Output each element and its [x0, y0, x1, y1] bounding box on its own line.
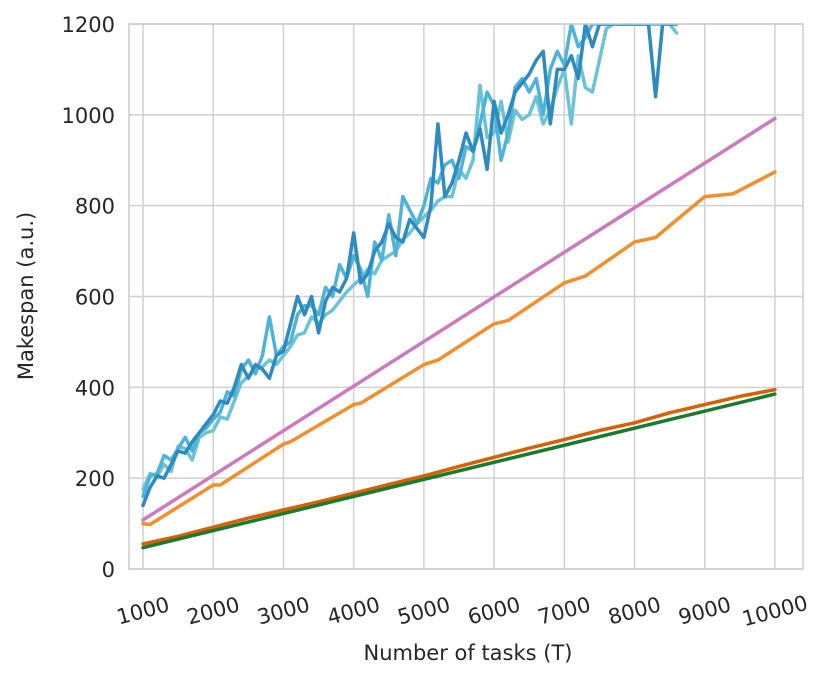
series-line: [141, 392, 777, 550]
plot-frame: [128, 23, 804, 570]
x-tick-label: 7000: [535, 592, 593, 629]
series-group: [141, 24, 777, 550]
y-tick-label: 800: [75, 195, 115, 219]
series-line: [141, 24, 679, 492]
y-tick-labels: 0 200 400 600 800 1000 1200: [62, 13, 115, 582]
x-tick-label: 8000: [606, 592, 664, 629]
y-tick-label: 600: [75, 286, 115, 310]
y-tick-label: 400: [75, 376, 115, 400]
series-line: [141, 387, 777, 546]
y-tick-label: 1000: [62, 104, 115, 128]
x-tick-labels: 1000 2000 3000 4000 5000 6000 7000 8000 9000 1000…: [114, 591, 810, 631]
series-line: [141, 116, 777, 522]
series-line: [141, 24, 679, 508]
x-tick-label: 3000: [255, 592, 313, 629]
x-axis-label: Number of tasks (T): [364, 641, 573, 665]
y-tick-label: 1200: [62, 13, 115, 37]
x-tick-label: 9000: [676, 592, 734, 629]
y-axis-label: Makespan (a.u.): [14, 212, 38, 380]
y-tick-label: 200: [75, 467, 115, 491]
x-tick-label: 4000: [325, 592, 383, 629]
x-tick-label: 6000: [465, 592, 523, 629]
x-tick-label: 5000: [395, 592, 453, 629]
x-tick-label: 2000: [184, 592, 242, 629]
y-tick-label: 0: [102, 558, 115, 582]
series-line: [141, 170, 777, 527]
x-tick-label: 1000: [114, 592, 172, 629]
x-tick-label: 10000: [740, 591, 811, 631]
